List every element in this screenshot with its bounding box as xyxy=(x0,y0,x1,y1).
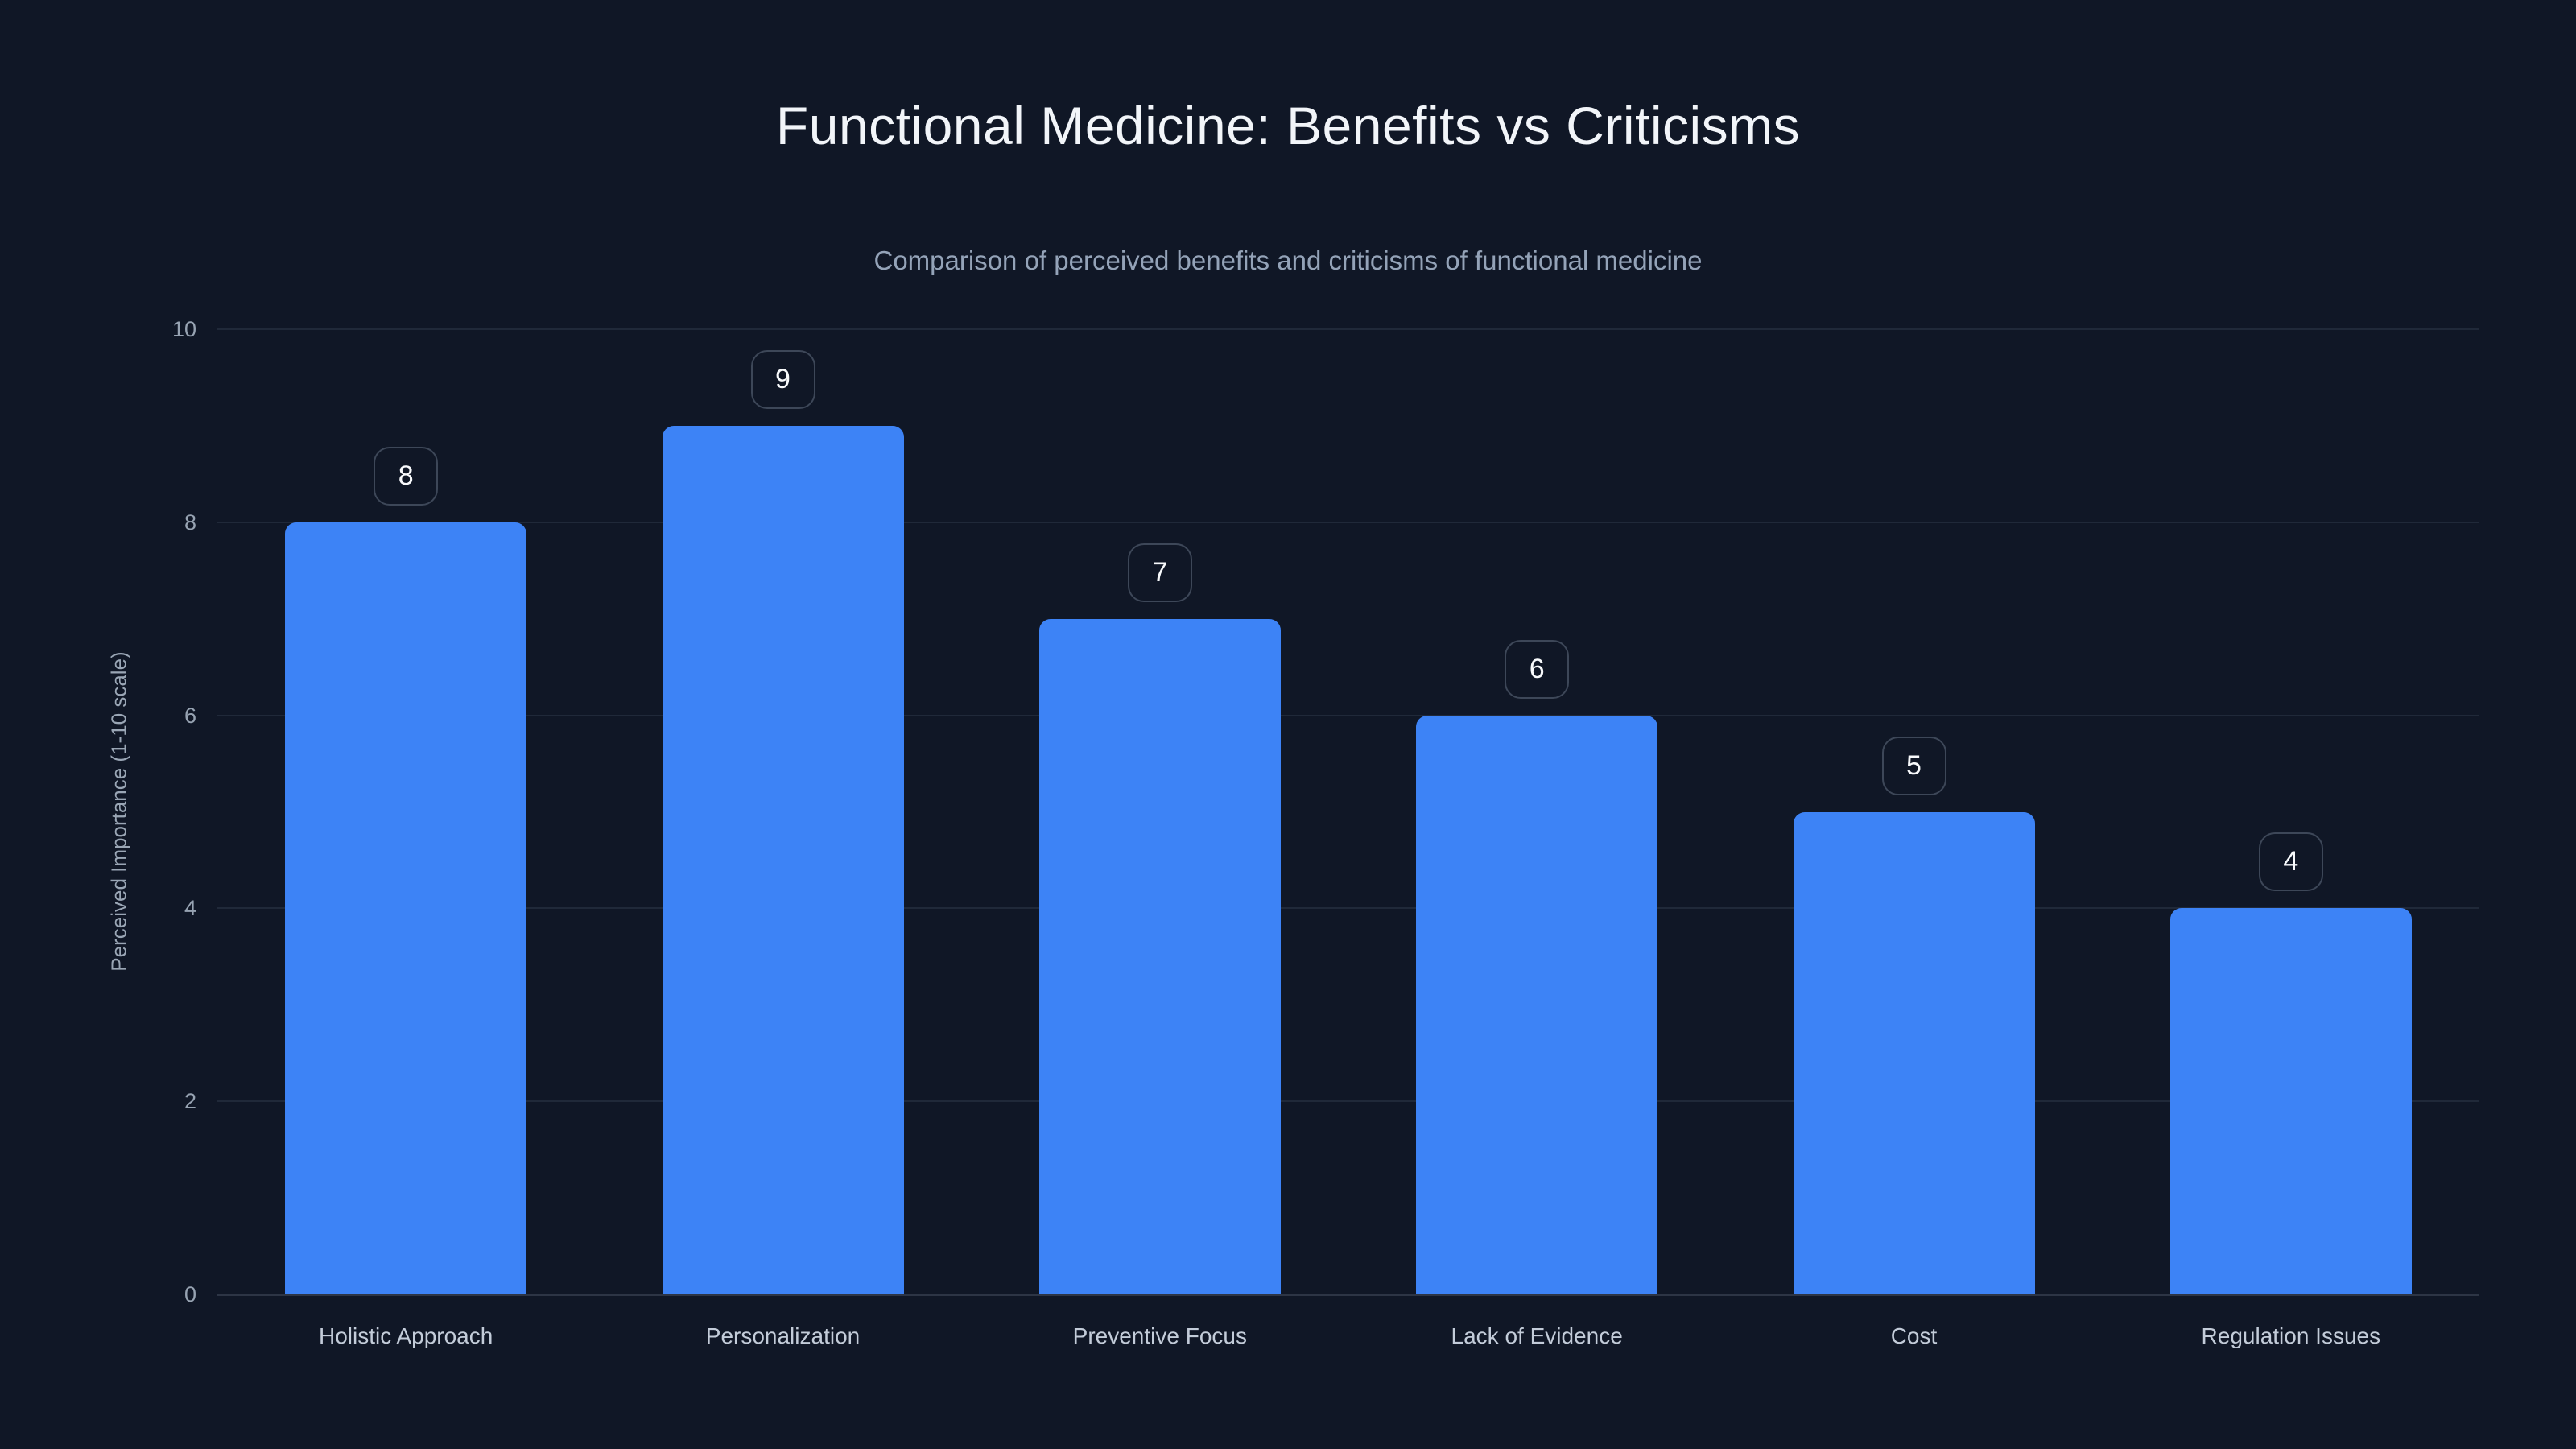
bar-4 xyxy=(1793,811,2035,1294)
bar-value-label: 9 xyxy=(775,363,791,394)
bar-value-label: 7 xyxy=(1152,556,1168,588)
x-category-label-2: Preventive Focus xyxy=(1072,1323,1247,1348)
bar-value-label: 4 xyxy=(2283,846,2299,877)
chart-subtitle: Comparison of perceived benefits and cri… xyxy=(873,246,1703,275)
x-category-label-4: Cost xyxy=(1890,1323,1938,1348)
bar-value-badge-0: 8 xyxy=(374,446,439,506)
bar-value-badge-1: 9 xyxy=(750,349,815,409)
bar-value-badge-3: 6 xyxy=(1505,639,1570,699)
x-category-label-1: Personalization xyxy=(705,1323,861,1348)
bar-value-label: 6 xyxy=(1529,653,1545,684)
gridline-6 xyxy=(217,714,2479,716)
x-category-label-0: Holistic Approach xyxy=(318,1323,493,1348)
y-tick-label-10: 10 xyxy=(171,317,196,341)
gridline-2 xyxy=(217,1100,2479,1103)
gridline-0 xyxy=(217,1294,2479,1296)
x-category-label-5: Regulation Issues xyxy=(2201,1323,2381,1348)
bar-value-badge-2: 7 xyxy=(1127,543,1192,602)
bar-value-badge-4: 5 xyxy=(1881,736,1946,795)
bar-0 xyxy=(285,522,527,1294)
bar-value-badge-5: 4 xyxy=(2258,832,2323,892)
bar-5 xyxy=(2169,908,2412,1294)
bar-3 xyxy=(1416,715,1658,1294)
y-tick-label-6: 6 xyxy=(184,703,196,728)
bar-value-label: 5 xyxy=(1906,749,1922,781)
x-category-label-3: Lack of Evidence xyxy=(1451,1323,1623,1348)
y-tick-label-2: 2 xyxy=(184,1089,196,1114)
bar-2 xyxy=(1038,618,1281,1294)
gridline-10 xyxy=(217,328,2479,330)
y-tick-label-0: 0 xyxy=(184,1282,196,1307)
gridline-4 xyxy=(217,907,2479,910)
y-tick-label-4: 4 xyxy=(184,896,196,921)
gridline-8 xyxy=(217,521,2479,523)
bar-value-label: 8 xyxy=(398,460,414,491)
y-tick-label-8: 8 xyxy=(184,510,196,535)
bar-1 xyxy=(662,425,904,1294)
chart-title: Functional Medicine: Benefits vs Critici… xyxy=(775,96,1801,155)
plot-area xyxy=(217,328,2479,1296)
y-axis-title: Perceived Importance (1-10 scale) xyxy=(106,651,131,972)
